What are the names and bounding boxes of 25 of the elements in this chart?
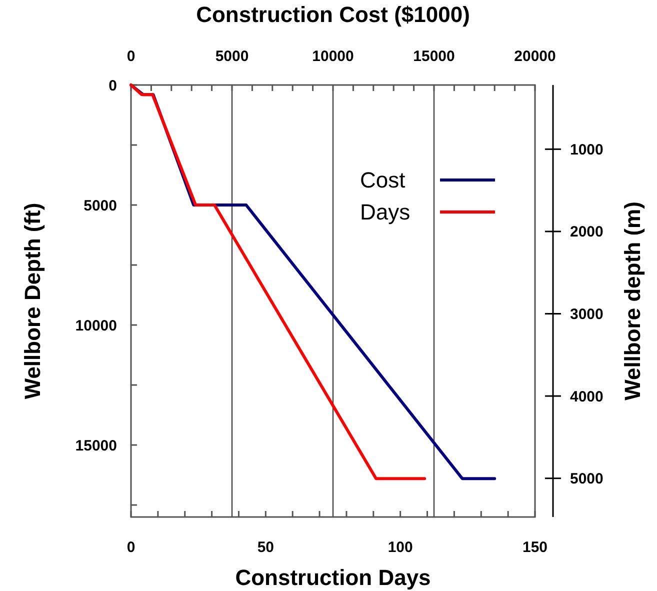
y-tick-label: 10000 xyxy=(75,317,117,334)
y2-tick-label: 1000 xyxy=(570,141,604,158)
y-tick-label: 15000 xyxy=(75,437,117,454)
x2-tick-label: 20000 xyxy=(514,48,556,65)
x2-tick-label: 15000 xyxy=(413,48,455,65)
legend-label: Days xyxy=(360,200,410,225)
x-tick-label: 0 xyxy=(126,539,136,556)
x2-tick-label: 0 xyxy=(126,48,136,65)
y2-tick-label: 3000 xyxy=(570,306,604,324)
legend-label: Cost xyxy=(360,168,406,193)
x-tick-label: 100 xyxy=(388,539,413,556)
y-axis-title: Wellbore Depth (ft) xyxy=(20,202,45,400)
x-axis-title: Construction Days xyxy=(235,565,431,590)
x2-axis-title: Construction Cost ($1000) xyxy=(196,2,470,27)
x-tick-label: 50 xyxy=(257,539,274,556)
y2-tick-label: 2000 xyxy=(570,224,604,241)
y2-axis-title: Wellbore depth (m) xyxy=(620,202,645,400)
x-tick-label: 150 xyxy=(522,539,548,556)
y2-tick-label: 4000 xyxy=(570,388,604,406)
line-series xyxy=(130,84,426,480)
x2-tick-label: 5000 xyxy=(215,48,249,65)
y2-tick-label: 5000 xyxy=(570,470,604,488)
y-tick-label: 5000 xyxy=(84,197,117,214)
x2-tick-label: 10000 xyxy=(312,48,354,65)
y-tick-label: 0 xyxy=(108,77,117,94)
